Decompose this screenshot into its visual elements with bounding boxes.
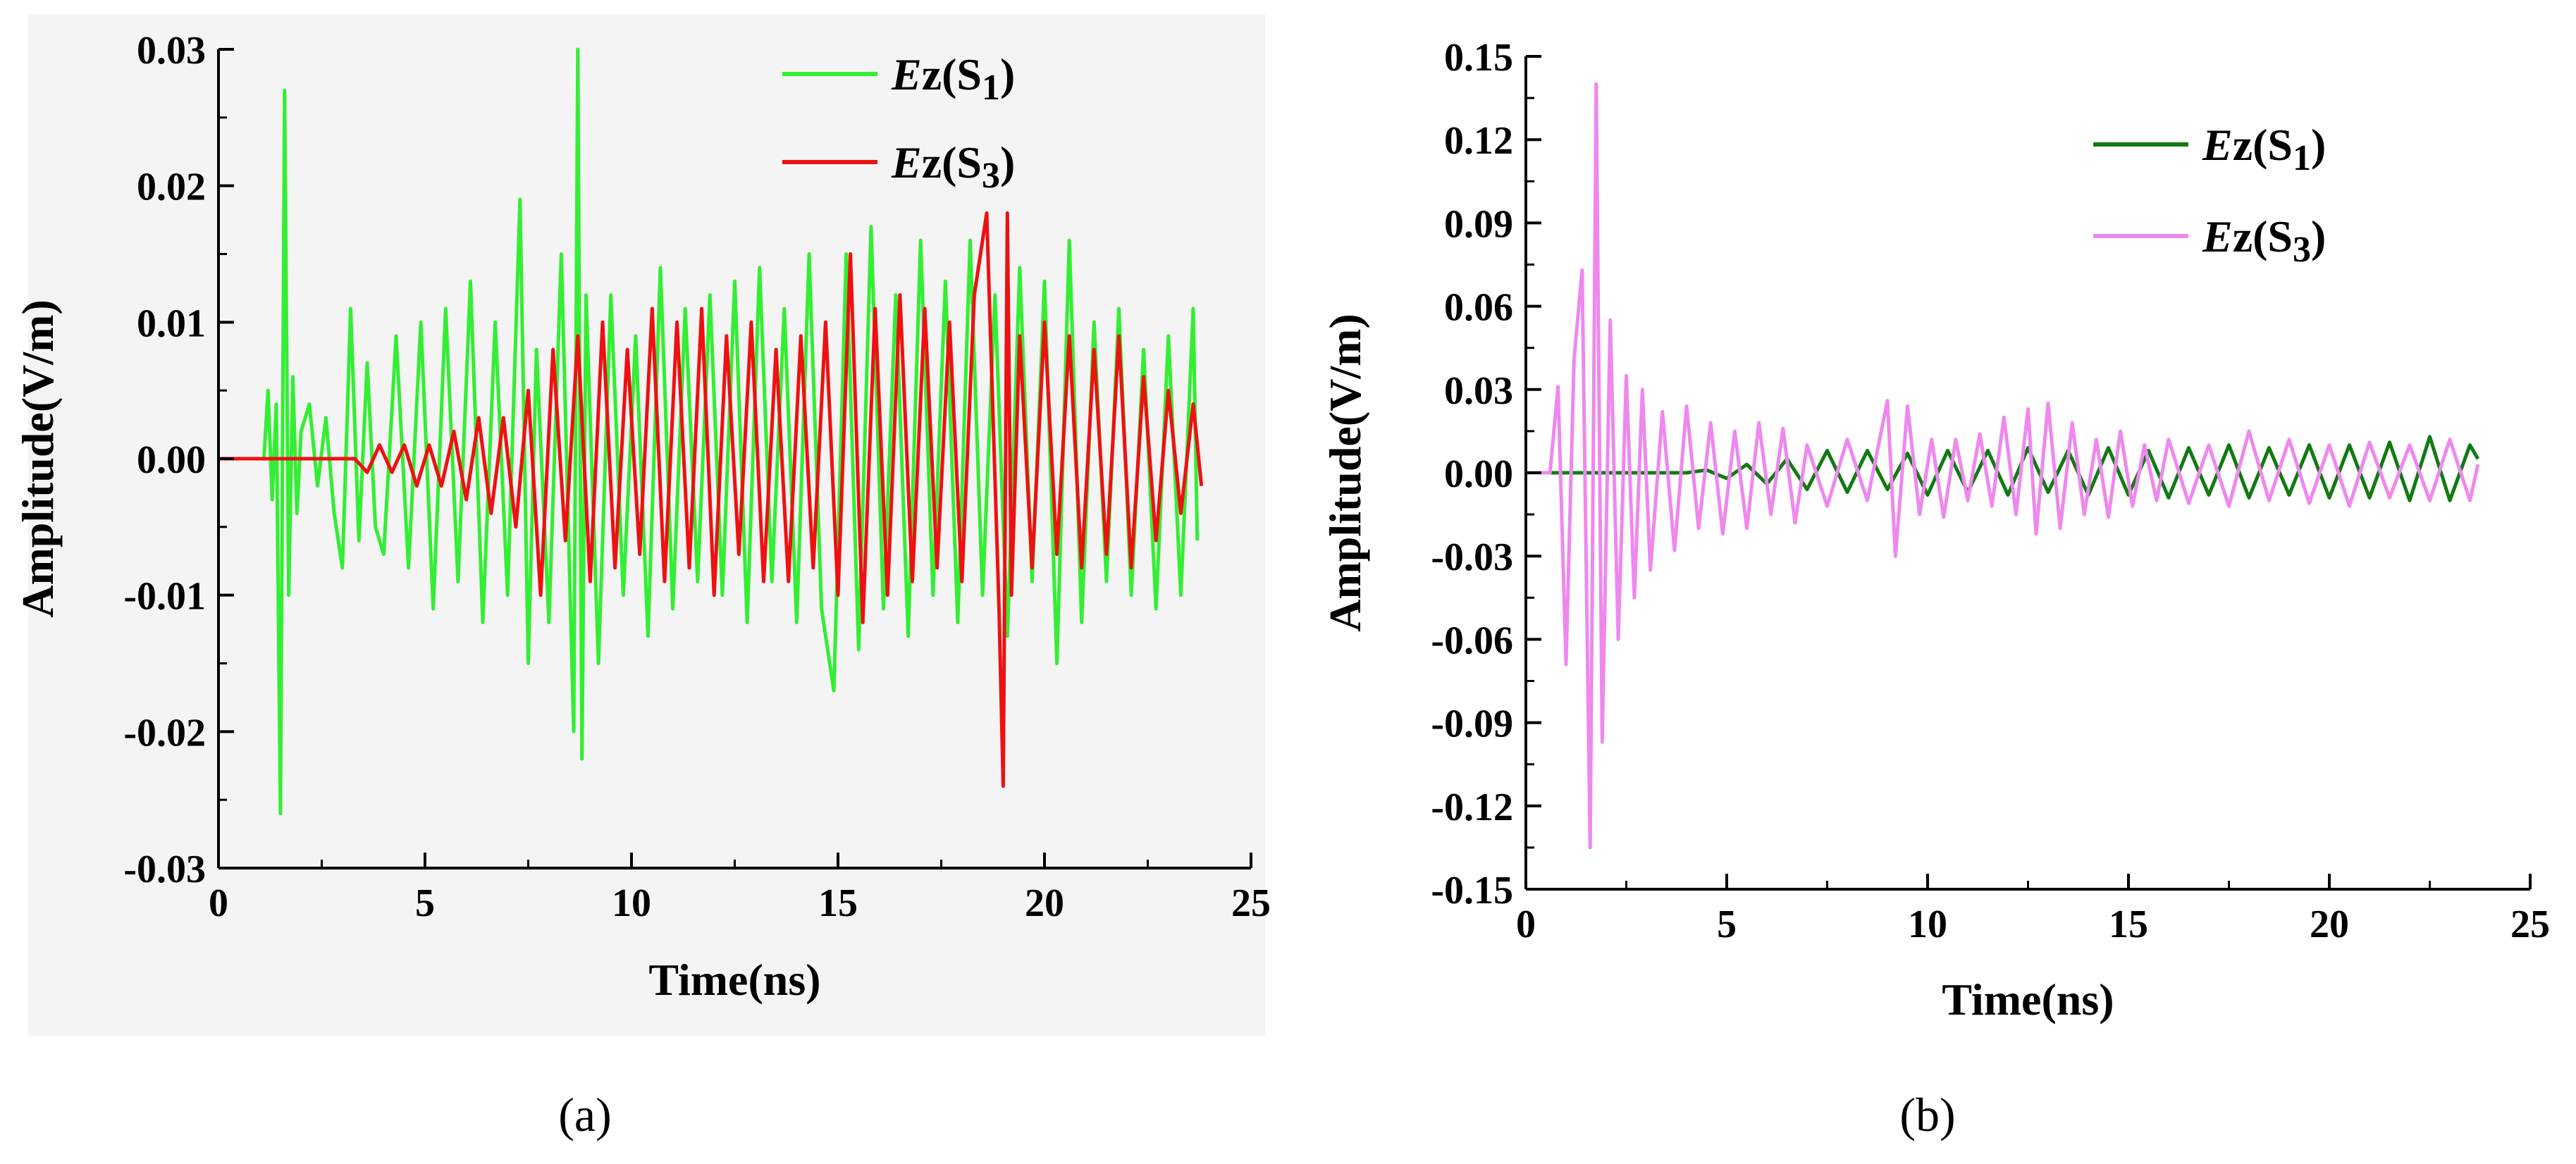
series-line-1 <box>218 47 1200 815</box>
y-tick-label: -0.02 <box>123 711 206 755</box>
panel-a-label: (a) <box>558 1088 611 1141</box>
y-tick-label: 0.00 <box>137 438 206 482</box>
y-tick-label: 0.03 <box>1444 369 1513 413</box>
panel-b-label: (b) <box>1899 1088 1955 1141</box>
x-tick-label: 15 <box>2109 903 2148 946</box>
y-tick-label: -0.06 <box>1431 619 1513 662</box>
x-axis-label: Time(ns) <box>1942 974 2114 1024</box>
y-axis-label: Amplitude(V/m) <box>13 299 63 618</box>
y-tick-label: -0.01 <box>123 575 206 619</box>
panel-a-chart: 0 5 10 15 20 25 -0.03 -0.02 -0.01 0.00 0.01 0.02 0.0… <box>13 14 1271 1036</box>
panel-b-chart: 0 5 10 15 20 25 -0.15 -0.12 -0.09 -0.06 -0.03 0.00 0… <box>1320 36 2550 1024</box>
legend-label-1: Ez(S1) <box>2202 120 2326 178</box>
x-tick-label: 20 <box>1025 881 1064 925</box>
series-line-2 <box>218 211 1204 788</box>
y-axis-label: Amplitude(V/m) <box>1320 314 1370 632</box>
y-tick-label: 0.03 <box>137 29 206 73</box>
y-tick-label: 0.12 <box>1444 119 1513 163</box>
x-tick-label: 10 <box>612 881 651 925</box>
y-tick-label: -0.09 <box>1431 702 1513 746</box>
legend-label-2: Ez(S3) <box>891 137 1015 196</box>
x-tick-label: 0 <box>1516 903 1536 946</box>
x-tick-label: 10 <box>1908 903 1947 946</box>
x-tick-label: 20 <box>2310 903 2349 946</box>
x-tick-label: 0 <box>209 881 228 925</box>
y-tick-label: 0.02 <box>137 166 206 209</box>
y-tick-label: -0.03 <box>123 848 206 891</box>
x-tick-label: 5 <box>1717 903 1737 946</box>
x-tick-label: 5 <box>415 881 435 925</box>
y-tick-label: 0.06 <box>1444 286 1513 330</box>
x-axis-label: Time(ns) <box>648 955 820 1005</box>
y-tick-label: -0.03 <box>1431 535 1513 579</box>
x-tick-label: 25 <box>2510 903 2550 946</box>
y-tick-label: -0.15 <box>1431 869 1513 912</box>
series-line-2 <box>1526 82 2480 850</box>
legend-label-2: Ez(S3) <box>2202 211 2326 270</box>
x-tick-label: 25 <box>1231 881 1271 925</box>
x-tick-label: 15 <box>818 881 858 925</box>
y-tick-label: -0.12 <box>1431 786 1513 829</box>
legend-label-1: Ez(S1) <box>891 49 1015 108</box>
y-tick-label: 0.09 <box>1444 202 1513 246</box>
y-tick-label: 0.01 <box>137 302 206 345</box>
y-tick-label: 0.15 <box>1444 36 1513 80</box>
y-tick-label: 0.00 <box>1444 452 1513 496</box>
